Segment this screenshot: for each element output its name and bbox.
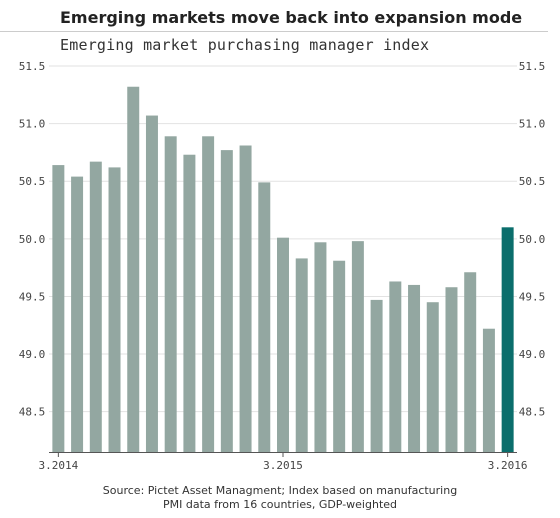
bar-2.2015 (258, 182, 271, 452)
bar-6.2014 (108, 167, 121, 452)
x-tick-label: 3.2015 (263, 459, 303, 472)
y-tick-label: 50.5 (519, 175, 546, 188)
bar-8.2014 (145, 115, 158, 453)
bar-11.2015 (426, 302, 439, 452)
pmi-bar-chart: 48.5 49.0 49.5 50.0 50.5 51.0 51.5 48.5 49.0 49.… (19, 60, 546, 472)
bar-3.2016 (501, 227, 514, 452)
y-axis-right: 48.5 49.0 49.5 50.0 50.5 51.0 51.5 (519, 60, 546, 419)
y-tick-label: 50.0 (519, 233, 546, 246)
x-axis: 3.2014 3.2015 3.2016 (38, 452, 528, 472)
bar-4.2015 (295, 258, 308, 452)
source-line-1: Source: Pictet Asset Managment; Index ba… (102, 484, 458, 497)
bar-12.2014 (220, 150, 233, 453)
y-tick-label: 51.0 (19, 118, 46, 131)
bar-4.2014 (71, 176, 84, 453)
bar-11.2014 (202, 136, 215, 453)
chart-title: Emerging markets move back into expansio… (60, 8, 523, 27)
bar-5.2015 (314, 242, 327, 452)
y-tick-label: 49.0 (19, 348, 46, 361)
bars (52, 86, 514, 453)
bar-6.2015 (333, 260, 346, 452)
bar-10.2015 (408, 284, 421, 452)
bar-1.2016 (464, 272, 477, 452)
y-tick-label: 50.5 (19, 175, 46, 188)
source-note: Source: Pictet Asset Managment; Index ba… (0, 484, 560, 512)
bar-9.2014 (164, 136, 177, 453)
bar-3.2015 (277, 237, 289, 452)
bar-3.2014 (52, 165, 65, 452)
bar-7.2014 (127, 86, 140, 453)
y-tick-label: 49.5 (19, 290, 46, 303)
x-tick-label: 3.2016 (488, 459, 528, 472)
y-tick-label: 48.5 (19, 406, 46, 419)
y-tick-label: 51.5 (19, 60, 46, 73)
y-tick-label: 49.5 (519, 290, 546, 303)
chart-subtitle: Emerging market purchasing manager index (60, 36, 430, 54)
bar-9.2015 (389, 281, 402, 452)
bar-1.2015 (239, 145, 252, 452)
bar-7.2015 (351, 241, 364, 452)
y-tick-label: 51.5 (519, 60, 546, 73)
y-tick-label: 50.0 (19, 233, 46, 246)
source-line-2: PMI data from 16 countries, GDP-weighted (162, 498, 398, 511)
y-tick-label: 48.5 (519, 406, 546, 419)
bar-12.2015 (445, 287, 458, 452)
bar-8.2015 (370, 299, 383, 452)
y-tick-label: 51.0 (519, 118, 546, 131)
y-axis-left: 48.5 49.0 49.5 50.0 50.5 51.0 51.5 (19, 60, 46, 419)
title-divider (0, 31, 548, 32)
x-tick-label: 3.2014 (38, 459, 78, 472)
bar-5.2014 (89, 161, 102, 452)
bar-10.2014 (183, 154, 196, 452)
y-tick-label: 49.0 (519, 348, 546, 361)
bar-2.2016 (482, 328, 495, 452)
